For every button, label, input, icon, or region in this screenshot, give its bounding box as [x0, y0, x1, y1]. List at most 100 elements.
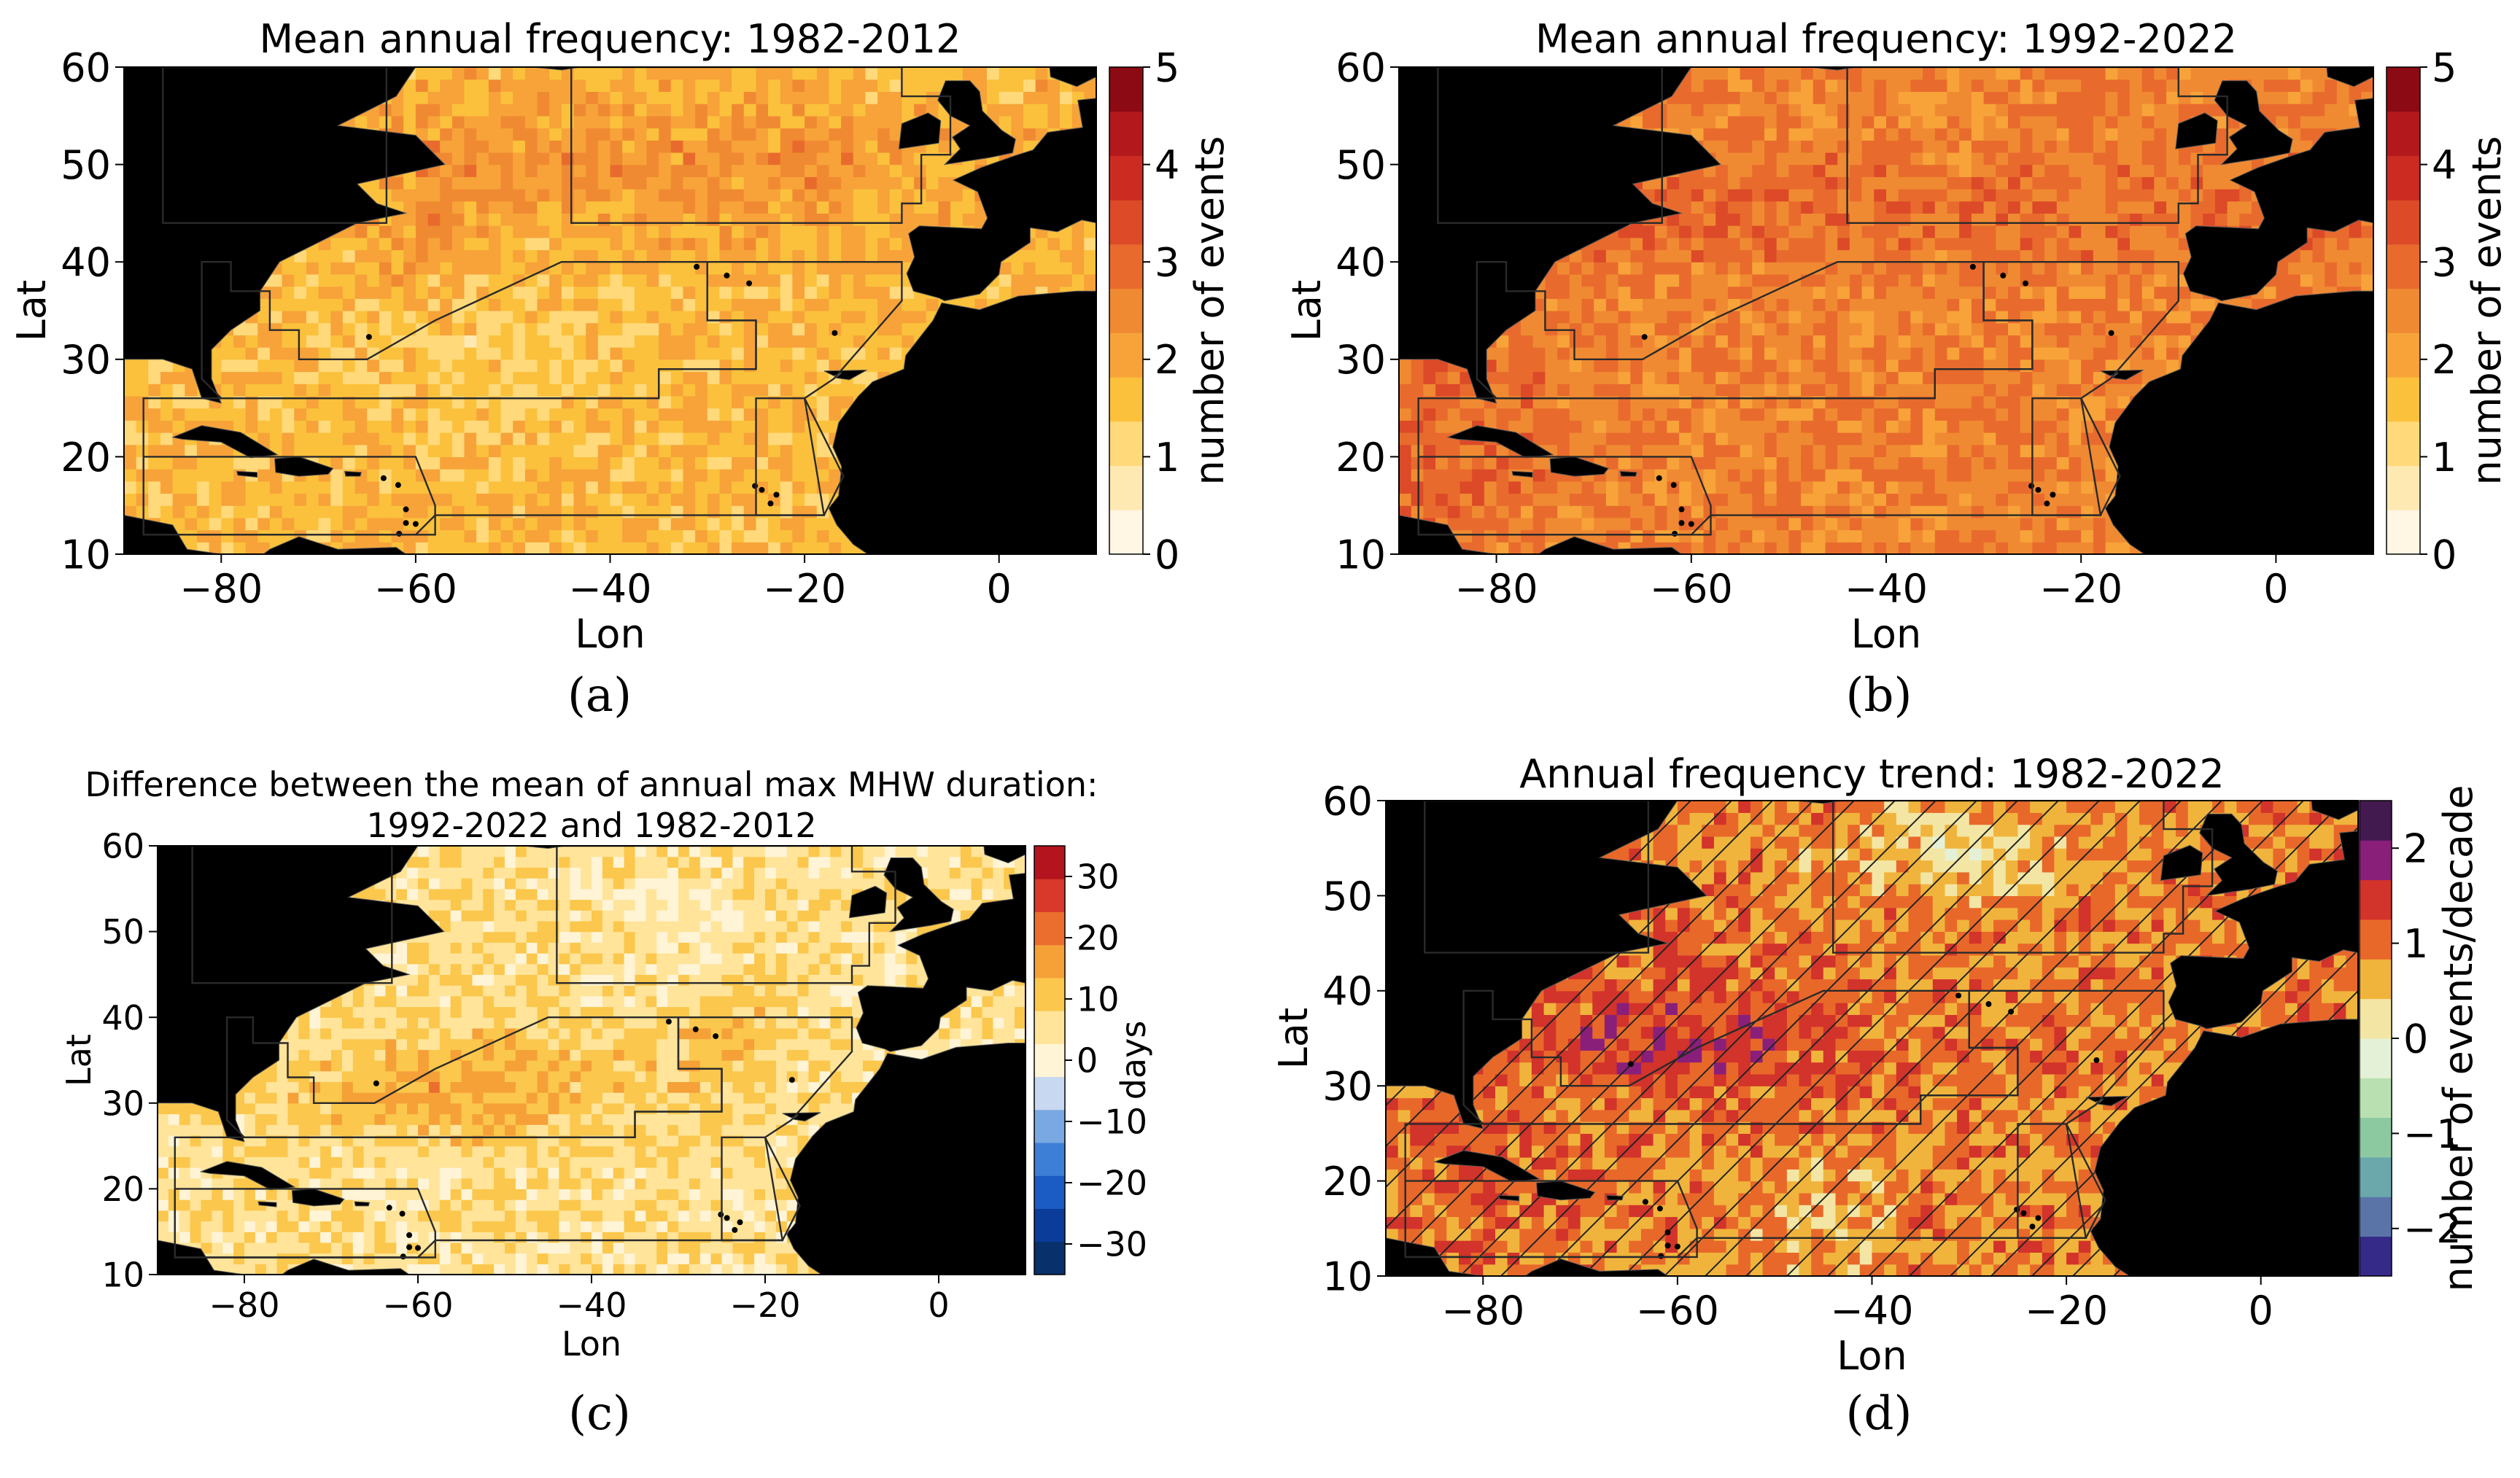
chart-title: Mean annual frequency: 1982-2012 [260, 16, 961, 62]
region-outlines [1417, 67, 2228, 536]
colorbar-swatch [1109, 332, 1143, 378]
x-tick-label: 0 [2249, 1288, 2273, 1334]
y-tick-label: 40 [1335, 240, 1386, 286]
panel-caption: (d) [1846, 1387, 1912, 1441]
x-tick-label: 0 [928, 1286, 949, 1325]
x-tick-label: −80 [1455, 566, 1538, 612]
chart-title: Difference between the mean of annual ma… [85, 765, 1098, 804]
colorbar-swatch [1034, 944, 1065, 979]
y-axis-label: Lat [9, 280, 55, 341]
x-tick-label: −40 [556, 1286, 627, 1325]
colorbar-tick-label: 0 [2403, 1016, 2428, 1062]
x-tick-label: −20 [729, 1286, 800, 1325]
colorbar-swatch [2360, 1078, 2392, 1119]
colorbar-swatch [1109, 421, 1143, 466]
colorbar-swatch [2360, 998, 2392, 1039]
y-axis-label: Lat [59, 1034, 98, 1086]
colorbar-tick-label: −10 [1077, 1102, 1147, 1142]
x-tick-label: −40 [1831, 1288, 1914, 1334]
colorbar-swatch [1109, 111, 1143, 156]
colorbar-swatch [2360, 801, 2392, 841]
y-tick-label: 30 [1335, 337, 1386, 383]
x-tick-label: −20 [2025, 1288, 2108, 1334]
chart-title: Mean annual frequency: 1992-2022 [1535, 16, 2237, 62]
y-tick-label: 40 [101, 998, 144, 1038]
colorbar-swatch [1109, 200, 1143, 245]
colorbar-tick-label: 20 [1077, 919, 1120, 958]
panel-caption: (b) [1846, 669, 1912, 723]
x-axis-label: Lon [1837, 1333, 1907, 1379]
colorbar-swatch [2360, 959, 2392, 1000]
x-tick-label: −40 [1845, 566, 1928, 612]
y-tick-label: 50 [61, 142, 111, 188]
colorbar-label: days [1114, 1021, 1153, 1100]
y-tick-label: 60 [61, 44, 111, 90]
x-tick-label: 0 [2263, 566, 2288, 612]
colorbar-swatch [2387, 67, 2420, 112]
colorbar-tick-label: 0 [1155, 532, 1179, 577]
y-tick-label: 10 [1322, 1253, 1373, 1299]
x-axis-label: Lon [562, 1324, 621, 1364]
colorbar-tick-label: 1 [2403, 921, 2428, 967]
region-outlines [1404, 801, 2214, 1259]
panel-caption: (a) [567, 669, 632, 723]
colorbar-tick-label: 3 [1155, 240, 1179, 286]
x-tick-label: −20 [763, 566, 846, 612]
colorbar-label: number of events [1187, 136, 1233, 485]
colorbar-swatch [1034, 1043, 1065, 1078]
y-tick-label: 20 [101, 1170, 144, 1209]
colorbar-swatch [2360, 1038, 2392, 1078]
map-area [1399, 67, 2373, 554]
colorbar: 30 20 10 0 −10 −20 −30 days [1034, 845, 1153, 1275]
colorbar-swatch [1034, 1011, 1065, 1044]
chart-subtitle: 1992-2022 and 1982-2012 [366, 806, 816, 845]
colorbar-swatch [2360, 1197, 2392, 1237]
colorbar-swatch [1034, 1143, 1065, 1176]
y-tick-label: 30 [61, 337, 111, 383]
x-tick-label: −20 [2039, 566, 2122, 612]
x-tick-label: −60 [1650, 566, 1733, 612]
x-tick-label: 0 [987, 566, 1012, 612]
colorbar-tick-label: 2 [1155, 337, 1179, 383]
colorbar-swatch [2387, 155, 2420, 201]
x-axis-label: Lon [1851, 611, 1921, 657]
colorbar-swatch [2387, 421, 2420, 466]
x-tick-label: −80 [1441, 1288, 1524, 1334]
colorbar-swatch [1109, 155, 1143, 201]
colorbar-swatch [1109, 510, 1143, 555]
colorbar-swatch [2360, 1117, 2392, 1158]
region-outlines [174, 846, 896, 1259]
colorbar-swatch [1034, 1208, 1065, 1242]
colorbar-tick-label: 4 [2432, 142, 2457, 188]
y-tick-label: 60 [1322, 778, 1373, 824]
y-tick-label: 20 [61, 435, 111, 481]
y-axis-label: Lat [1284, 280, 1330, 341]
y-tick-label: 20 [1335, 435, 1386, 481]
region-outlines [142, 67, 952, 536]
colorbar-tick-label: 2 [2403, 826, 2428, 872]
colorbar-tick-label: 30 [1077, 857, 1120, 897]
colorbar-swatch [2360, 919, 2392, 960]
y-tick-label: 20 [1322, 1159, 1373, 1205]
colorbar-swatch [1034, 1241, 1065, 1275]
colorbar-swatch [2387, 332, 2420, 378]
colorbar-swatch [1109, 288, 1143, 333]
colorbar-swatch [1109, 465, 1143, 510]
colorbar-swatch [2387, 200, 2420, 245]
map-area [1386, 801, 2358, 1276]
colorbar-tick-label: 5 [1155, 44, 1179, 90]
colorbar-tick-label: 10 [1077, 980, 1120, 1019]
y-tick-label: 30 [101, 1084, 144, 1123]
y-tick-label: 50 [1335, 142, 1386, 188]
colorbar-tick-label: 0 [2432, 532, 2457, 577]
colorbar-swatch [2360, 1236, 2392, 1277]
colorbar-swatch [1109, 67, 1143, 112]
map-area [124, 67, 1096, 554]
colorbar-swatch [2387, 288, 2420, 333]
colorbar-swatch [2387, 244, 2420, 289]
colorbar-tick-label: −2 [2403, 1206, 2462, 1252]
